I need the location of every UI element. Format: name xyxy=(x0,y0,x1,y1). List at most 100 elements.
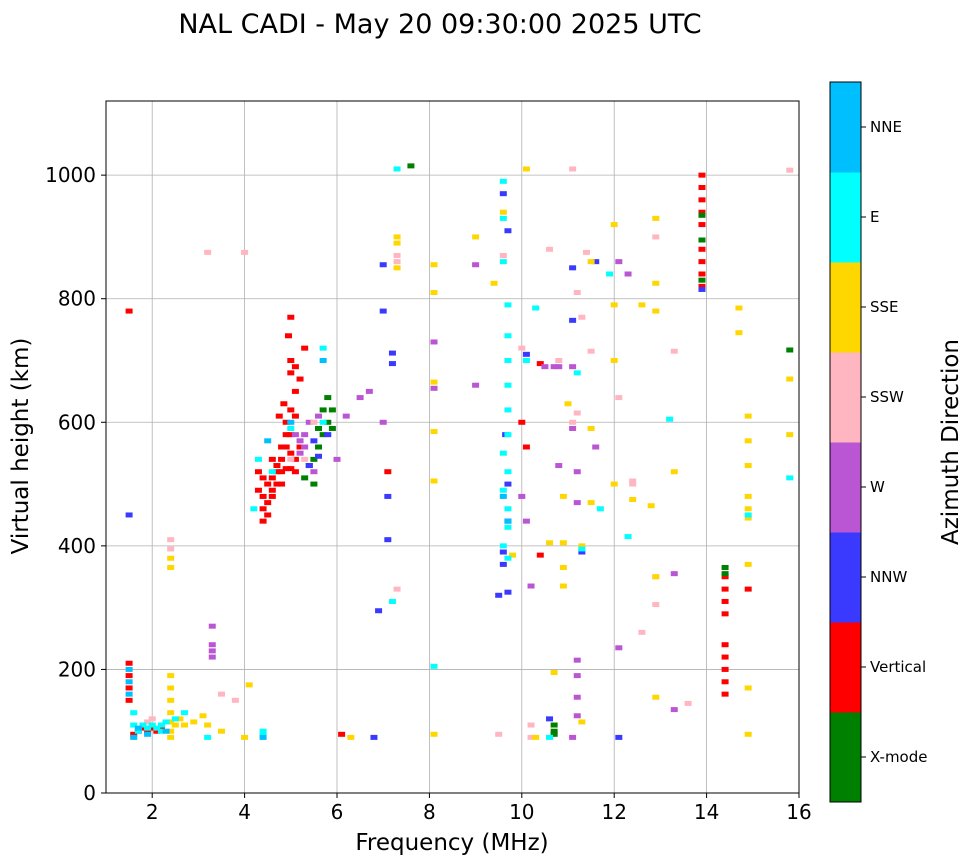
data-point xyxy=(328,425,336,431)
data-point xyxy=(518,419,526,425)
data-point xyxy=(139,722,147,728)
data-point xyxy=(430,290,438,296)
data-point xyxy=(518,493,526,499)
data-point xyxy=(647,503,655,509)
data-point xyxy=(305,463,313,469)
colorbar-frame xyxy=(829,81,862,803)
data-point xyxy=(287,450,295,456)
data-point xyxy=(268,493,276,499)
data-point xyxy=(287,456,295,462)
data-point xyxy=(786,432,794,438)
data-point xyxy=(259,506,267,512)
data-point xyxy=(504,382,512,388)
series-ssw xyxy=(144,166,794,740)
data-point xyxy=(125,512,133,518)
data-point xyxy=(527,734,535,740)
data-point xyxy=(157,725,165,731)
data-point xyxy=(615,734,623,740)
data-point xyxy=(546,246,554,252)
data-point xyxy=(555,463,563,469)
data-point xyxy=(546,734,554,740)
data-point xyxy=(291,469,299,475)
data-point xyxy=(499,493,507,499)
colorbar-label: Azimuth Direction xyxy=(938,339,964,545)
data-point xyxy=(375,608,383,614)
data-point xyxy=(167,673,175,679)
data-point xyxy=(190,719,198,725)
data-point xyxy=(559,564,567,570)
data-point xyxy=(652,602,660,608)
data-point xyxy=(167,728,175,734)
data-point xyxy=(278,456,286,462)
data-point xyxy=(204,722,212,728)
data-point xyxy=(430,339,438,345)
data-point xyxy=(670,707,678,713)
plot-area xyxy=(106,101,799,793)
data-point xyxy=(582,249,590,255)
data-point xyxy=(315,444,323,450)
data-point xyxy=(744,438,752,444)
data-point xyxy=(638,302,646,308)
data-point xyxy=(504,555,512,561)
data-point xyxy=(296,376,304,382)
data-point xyxy=(282,419,290,425)
data-point xyxy=(744,413,752,419)
y-tick-label: 1000 xyxy=(45,163,96,187)
data-point xyxy=(735,330,743,336)
data-point xyxy=(522,351,530,357)
data-point xyxy=(522,518,530,524)
data-point xyxy=(744,731,752,737)
data-point xyxy=(301,456,309,462)
series-e xyxy=(130,166,794,740)
data-point xyxy=(273,463,281,469)
data-point xyxy=(698,286,706,292)
data-point xyxy=(527,722,535,728)
colorbar-tick-label: SSE xyxy=(870,298,899,316)
colorbar-tick-label: NNE xyxy=(870,118,902,136)
data-point xyxy=(472,234,480,240)
data-point xyxy=(301,432,309,438)
data-point xyxy=(268,487,276,493)
data-point xyxy=(287,370,295,376)
data-point xyxy=(744,463,752,469)
data-point xyxy=(125,679,133,685)
data-point xyxy=(670,469,678,475)
data-point xyxy=(356,395,364,401)
data-point xyxy=(587,348,595,354)
data-point xyxy=(384,493,392,499)
data-point xyxy=(430,663,438,669)
data-point xyxy=(499,259,507,265)
data-point xyxy=(629,478,637,484)
data-point xyxy=(130,731,138,737)
data-point xyxy=(157,722,165,728)
data-point xyxy=(171,716,179,722)
data-point xyxy=(324,432,332,438)
data-point xyxy=(388,350,396,356)
data-point xyxy=(245,682,253,688)
data-point xyxy=(319,345,327,351)
data-point xyxy=(393,259,401,265)
y-tick-label: 600 xyxy=(58,410,96,434)
data-point xyxy=(125,691,133,697)
data-point xyxy=(167,685,175,691)
data-point xyxy=(333,456,341,462)
data-point xyxy=(698,237,706,243)
data-point xyxy=(573,410,581,416)
data-point xyxy=(167,710,175,716)
data-point xyxy=(204,734,212,740)
data-point xyxy=(407,163,415,169)
data-point xyxy=(379,419,387,425)
data-point xyxy=(259,728,267,734)
data-point xyxy=(241,734,249,740)
data-point xyxy=(698,197,706,203)
data-point xyxy=(721,574,729,580)
data-point xyxy=(347,734,355,740)
data-point xyxy=(615,395,623,401)
data-point xyxy=(338,731,346,737)
data-point xyxy=(569,425,577,431)
data-point xyxy=(698,222,706,228)
data-point xyxy=(652,574,660,580)
data-point xyxy=(315,413,323,419)
data-point xyxy=(319,407,327,413)
x-tick-label: 4 xyxy=(238,800,251,824)
